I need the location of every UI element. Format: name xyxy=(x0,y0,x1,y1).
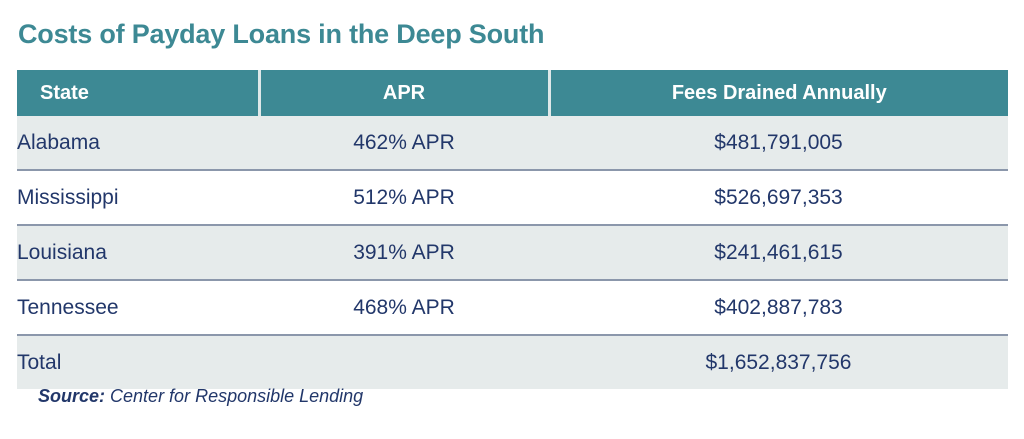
cell-state: Tennessee xyxy=(17,280,259,336)
cell-fees: $402,887,783 xyxy=(549,280,1008,336)
table-row-total: Total $1,652,837,756 xyxy=(17,335,1008,389)
table-header: State APR Fees Drained Annually xyxy=(17,70,1008,116)
column-header-fees: Fees Drained Annually xyxy=(549,70,1008,116)
cell-state: Alabama xyxy=(17,116,259,171)
table-body: Alabama 462% APR $481,791,005 Mississipp… xyxy=(17,116,1008,389)
cell-fees: $481,791,005 xyxy=(549,116,1008,171)
page-title: Costs of Payday Loans in the Deep South xyxy=(18,19,545,49)
cell-apr: 512% APR xyxy=(259,170,549,226)
cell-apr: 462% APR xyxy=(259,116,549,171)
column-header-apr: APR xyxy=(259,70,551,116)
source-text: Center for Responsible Lending xyxy=(105,386,364,406)
cell-state: Total xyxy=(17,335,259,389)
cell-apr xyxy=(259,335,549,389)
cell-fees: $1,652,837,756 xyxy=(549,335,1008,389)
costs-table: State APR Fees Drained Annually Alabama … xyxy=(17,70,1008,389)
cell-state: Mississippi xyxy=(17,170,259,226)
cell-fees: $526,697,353 xyxy=(549,170,1008,226)
table-row: Alabama 462% APR $481,791,005 xyxy=(17,116,1008,171)
column-header-state: State xyxy=(17,70,261,116)
source-label: Source: xyxy=(38,386,106,406)
table-row: Mississippi 512% APR $526,697,353 xyxy=(17,170,1008,226)
source-note: Source: Center for Responsible Lending xyxy=(38,386,363,407)
cell-fees: $241,461,615 xyxy=(549,225,1008,281)
table-header-row: State APR Fees Drained Annually xyxy=(17,70,1008,116)
table-row: Louisiana 391% APR $241,461,615 xyxy=(17,225,1008,281)
cell-state: Louisiana xyxy=(17,225,259,281)
cell-apr: 391% APR xyxy=(259,225,549,281)
cell-apr: 468% APR xyxy=(259,280,549,336)
table-row: Tennessee 468% APR $402,887,783 xyxy=(17,280,1008,336)
